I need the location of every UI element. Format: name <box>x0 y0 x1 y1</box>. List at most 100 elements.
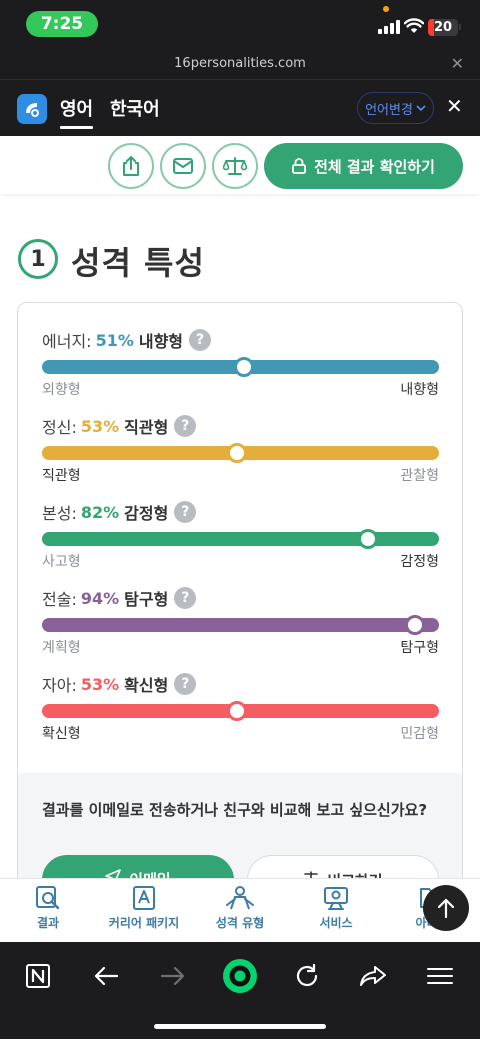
change-language-button[interactable]: 언어변경 <box>357 92 434 124</box>
trait-percent: 53% <box>80 674 120 694</box>
trait-bar <box>42 529 439 549</box>
full-results-label: 전체 결과 확인하기 <box>314 157 435 176</box>
nav-item-services[interactable]: 서비스 <box>288 885 384 931</box>
trait-right-label: 탐구형 <box>400 640 439 656</box>
battery-level: 20 <box>433 20 453 35</box>
status-bar: 7:25 20 <box>0 0 480 50</box>
trait-percent: 53% <box>80 416 120 436</box>
help-icon[interactable]: ? <box>189 329 212 351</box>
trait-right-label: 내향형 <box>400 382 439 398</box>
trait-row: 에너지: 51% 내향형? 외향형 내향형 <box>42 328 439 399</box>
nav-item-career-package[interactable]: 커리어 패키지 <box>96 885 192 931</box>
battery-tip <box>459 24 461 30</box>
browser-toolbar <box>0 942 480 1039</box>
cellular-signal-icon <box>378 20 400 34</box>
trait-label: 자아: <box>42 676 77 695</box>
trait-heading: 전술: 94% 탐구형? <box>42 586 439 610</box>
action-toolbar: 전체 결과 확인하기 <box>0 136 480 194</box>
trait-left-label: 확신형 <box>42 726 81 742</box>
refresh-icon <box>296 963 318 987</box>
trait-scale-labels: 외향형 내향형 <box>42 379 439 399</box>
email-icon <box>173 158 193 174</box>
trait-bar <box>42 615 439 635</box>
nav-label-results: 결과 <box>36 916 60 930</box>
url-text[interactable]: 16personalities.com <box>174 56 306 71</box>
back-button[interactable] <box>86 956 126 996</box>
trait-slider-knob <box>234 357 255 377</box>
trait-bar <box>42 701 439 721</box>
trait-left-label: 외향형 <box>42 382 81 398</box>
trait-bar <box>42 357 439 377</box>
share-arrow-icon <box>360 966 386 986</box>
nav-item-results[interactable]: 결과 <box>0 885 96 931</box>
nav-item-personality-types[interactable]: 성격 유형 <box>192 885 288 931</box>
trait-right-label: 관찰형 <box>400 468 439 484</box>
nav-label-personality-types: 성격 유형 <box>215 916 265 930</box>
trait-scale-labels: 확신형 민감형 <box>42 723 439 743</box>
url-bar[interactable]: 16personalities.com ✕ <box>0 50 480 80</box>
trait-percent: 51% <box>95 330 134 350</box>
green-dot-button[interactable] <box>220 956 260 996</box>
full-results-button[interactable]: 전체 결과 확인하기 <box>264 143 463 189</box>
trait-left-label: 직관형 <box>42 468 81 484</box>
translate-logo-icon <box>17 94 47 124</box>
browser-home-button[interactable] <box>18 956 58 996</box>
lock-icon <box>292 158 306 174</box>
trait-heading: 에너지: 51% 내향형? <box>42 328 439 352</box>
trait-type: 내향형 <box>138 332 184 351</box>
trait-right-label: 민감형 <box>400 726 439 742</box>
refresh-button[interactable] <box>287 956 327 996</box>
trait-slider-knob <box>226 443 247 463</box>
back-arrow-icon <box>94 966 119 986</box>
menu-icon <box>427 968 453 984</box>
compare-button[interactable] <box>212 143 258 189</box>
forward-button[interactable] <box>153 956 193 996</box>
tab-target-language[interactable]: 한국어 <box>110 99 160 120</box>
trait-type: 확신형 <box>124 676 169 695</box>
trait-scale-labels: 계획형 탐구형 <box>42 637 439 657</box>
naver-n-icon <box>26 964 50 988</box>
tab-source-language[interactable]: 영어 <box>60 95 94 129</box>
trait-type: 탐구형 <box>124 590 169 609</box>
help-icon[interactable]: ? <box>174 501 197 523</box>
share-button[interactable] <box>108 143 154 189</box>
trait-left-label: 계획형 <box>42 640 81 656</box>
translate-close-icon[interactable]: ✕ <box>446 94 463 118</box>
help-icon[interactable]: ? <box>174 673 197 695</box>
menu-button[interactable] <box>420 956 460 996</box>
scroll-to-top-button[interactable] <box>423 885 469 931</box>
trait-slider-knob <box>357 529 378 549</box>
personality-types-icon <box>226 886 254 910</box>
wifi-icon <box>404 18 424 33</box>
trait-row: 자아: 53% 확신형? 확신형 민감형 <box>42 672 439 743</box>
trait-percent: 94% <box>80 588 120 608</box>
career-package-icon <box>133 886 155 910</box>
trait-right-label: 감정형 <box>400 554 439 570</box>
traits-card: 에너지: 51% 내향형? 외향형 내향형 정신: 53% 직관형? 직관형 관찰형 본성: 82% 감… <box>17 302 463 902</box>
trait-left-label: 사고형 <box>42 554 81 570</box>
scale-icon <box>223 157 247 175</box>
bottom-nav: 결과 커리어 패키지 성격 유형 서비스 아티클 <box>0 878 480 942</box>
trait-scale-labels: 직관형 관찰형 <box>42 465 439 485</box>
change-language-label: 언어변경 <box>365 102 413 118</box>
url-close-icon[interactable]: ✕ <box>450 54 464 73</box>
trait-slider-knob <box>226 701 247 721</box>
nav-label-services: 서비스 <box>319 916 353 930</box>
help-icon[interactable]: ? <box>174 415 197 437</box>
battery-icon: 20 <box>428 19 458 36</box>
trait-bar <box>42 443 439 463</box>
trait-type: 직관형 <box>124 418 169 437</box>
privacy-indicator-dot <box>383 6 389 12</box>
services-icon <box>324 887 348 910</box>
trait-slider-knob <box>405 615 426 635</box>
email-button[interactable] <box>160 143 206 189</box>
trait-heading: 본성: 82% 감정형? <box>42 500 439 524</box>
share-prompt-text: 결과를 이메일로 전송하거나 친구와 비교해 보고 싶으신가요? <box>42 801 428 819</box>
green-dot-icon <box>223 959 257 993</box>
trait-label: 본성: <box>42 504 77 523</box>
help-icon[interactable]: ? <box>174 587 197 609</box>
share-page-button[interactable] <box>353 956 393 996</box>
section-number: 1 <box>18 239 58 279</box>
trait-scale-labels: 사고형 감정형 <box>42 551 439 571</box>
trait-type: 감정형 <box>124 504 169 523</box>
